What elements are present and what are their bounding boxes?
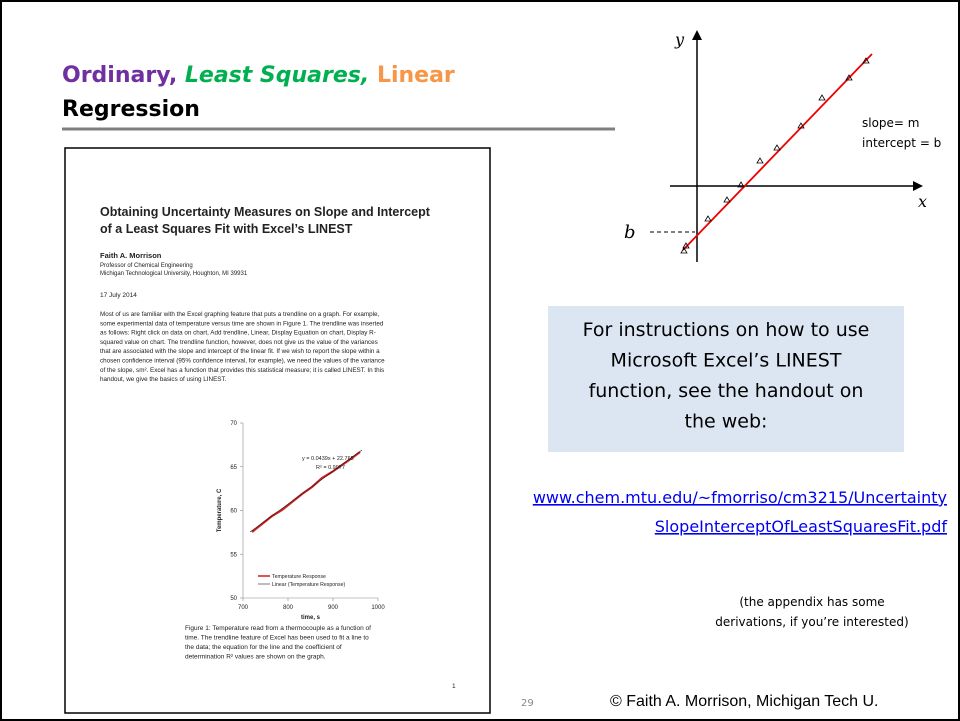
slide-number: 29 bbox=[521, 698, 534, 709]
x-tick-label: 900 bbox=[328, 605, 339, 611]
handout-caption-line: the data; the equation for the line and … bbox=[185, 644, 342, 651]
y-tick-label: 60 bbox=[230, 509, 237, 515]
note: derivations, if you’re interested) bbox=[715, 615, 908, 629]
handout-caption-line: Figure 1: Temperature read from a thermo… bbox=[185, 625, 371, 632]
handout-paragraph-line: squared value on chart. The trendline fu… bbox=[100, 339, 378, 346]
trendline-equation: y = 0.0439x + 22.765 bbox=[302, 456, 354, 462]
copyright: © Faith A. Morrison, Michigan Tech U. bbox=[610, 693, 878, 710]
handout-page-number: 1 bbox=[452, 683, 456, 690]
title: Ordinary, Least Squares, Linear bbox=[62, 63, 455, 88]
title-part: Ordinary, bbox=[62, 63, 177, 88]
handout-date: 17 July 2014 bbox=[100, 292, 137, 299]
legend-label: Linear (Temperature Response) bbox=[272, 582, 346, 588]
y-tick-label: 50 bbox=[230, 596, 237, 602]
callout-line: For instructions on how to use bbox=[583, 319, 870, 341]
handout-paragraph-line: some experimental data of temperature ve… bbox=[100, 320, 384, 327]
intercept-label: intercept = b bbox=[862, 136, 941, 150]
handout-paragraph-line: that are associated with the slope and i… bbox=[100, 348, 380, 355]
y-tick-label: 65 bbox=[230, 465, 237, 471]
handout-paragraph-line: handout, we give the basics of using LIN… bbox=[100, 376, 227, 383]
y-tick-label: 55 bbox=[230, 552, 237, 558]
x-tick-label: 800 bbox=[283, 605, 294, 611]
intercept-label: b bbox=[624, 222, 636, 243]
x-tick-label: 700 bbox=[238, 605, 249, 611]
handout-link[interactable]: www.chem.mtu.edu/~fmorriso/cm3215/Uncert… bbox=[533, 488, 947, 507]
x-axis-label: time, s bbox=[301, 615, 321, 621]
slide: Ordinary, Least Squares, Linear Regressi… bbox=[0, 0, 960, 721]
trendline-r2: R² = 0.9977 bbox=[316, 465, 345, 471]
handout-link[interactable]: SlopeInterceptOfLeastSquaresFit.pdf bbox=[655, 517, 948, 536]
y-axis-label: Temperature, C bbox=[217, 488, 223, 532]
handout-affiliation: Michigan Technological University, Hough… bbox=[100, 271, 248, 277]
handout-paragraph-line: as follows: Right click on data on chart… bbox=[100, 330, 376, 337]
callout-line: function, see the handout on bbox=[589, 380, 864, 402]
title-part: Linear bbox=[377, 63, 455, 88]
legend-label: Temperature Response bbox=[272, 574, 326, 580]
title-part: Least Squares, bbox=[185, 63, 369, 88]
handout-title: Obtaining Uncertainty Measures on Slope … bbox=[100, 205, 431, 219]
handout-affiliation: Professor of Chemical Engineering bbox=[100, 263, 193, 269]
handout-author: Faith A. Morrison bbox=[100, 251, 162, 260]
slope-label: slope= m bbox=[862, 116, 920, 130]
handout-caption-line: time. The trendline feature of Excel has… bbox=[185, 635, 369, 642]
handout-title: of a Least Squares Fit with Excel’s LINE… bbox=[100, 222, 353, 236]
callout-line: the web: bbox=[685, 411, 768, 433]
x-tick-label: 1000 bbox=[371, 605, 385, 611]
axis-label: y bbox=[674, 30, 685, 49]
handout-paragraph-line: of the slope, sm². Excel has a function … bbox=[100, 367, 384, 374]
handout: Obtaining Uncertainty Measures on Slope … bbox=[65, 148, 490, 713]
handout-paragraph-line: Most of us are familiar with the Excel g… bbox=[100, 311, 380, 318]
y-tick-label: 70 bbox=[230, 421, 237, 427]
handout-caption-line: determination R² values are shown on the… bbox=[185, 654, 326, 661]
note: (the appendix has some bbox=[739, 595, 884, 609]
title-line: Regression bbox=[62, 97, 200, 122]
handout-paragraph-line: chosen confidence interval (95% confiden… bbox=[100, 358, 385, 365]
callout-line: Microsoft Excel’s LINEST bbox=[611, 350, 842, 372]
axis-label: x bbox=[918, 192, 927, 211]
